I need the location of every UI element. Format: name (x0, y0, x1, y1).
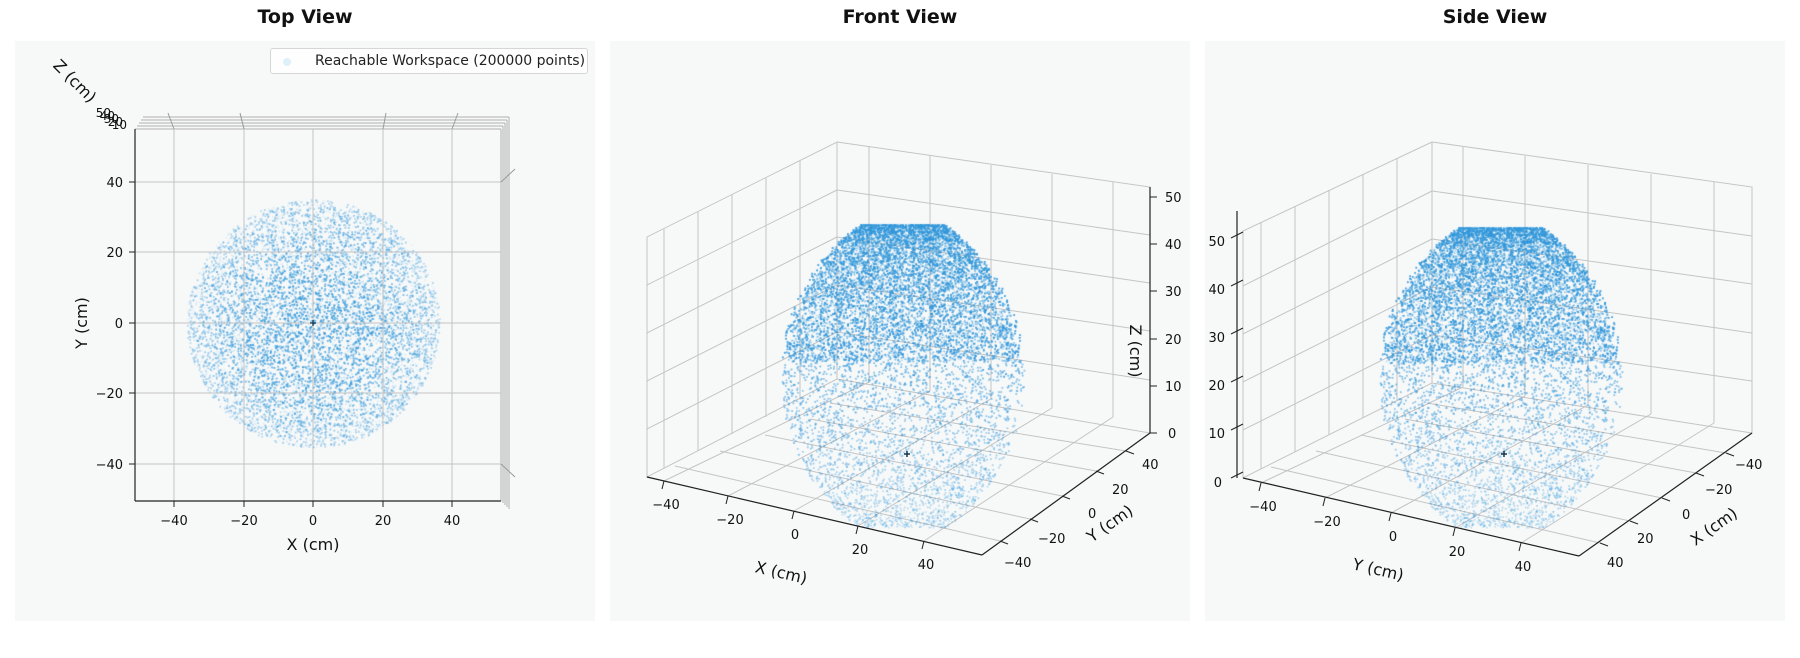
legend-swatch-icon (283, 58, 291, 66)
side-xlabel: X (cm) (1687, 504, 1741, 550)
front-xtick: −40 (652, 498, 679, 513)
front-view-panel[interactable]: −40 −20 0 20 40 −40 −20 0 20 40 0 10 20 … (610, 41, 1190, 621)
side-xtick: 20 (1637, 532, 1654, 547)
side-ytick: 20 (1449, 545, 1466, 560)
top-xtick: −40 (160, 514, 187, 529)
top-xtick: 20 (375, 514, 392, 529)
side-ztick: 50 (1208, 235, 1225, 250)
top-xtick: 40 (444, 514, 461, 529)
legend-label: Reachable Workspace (200000 points) (315, 53, 586, 69)
top-xtick: 0 (309, 514, 317, 529)
side-ztick: 20 (1208, 379, 1225, 394)
top-ztick: 20 (108, 115, 123, 129)
top-xlabel: X (cm) (287, 535, 340, 554)
legend: Reachable Workspace (200000 points) (270, 48, 588, 74)
side-xtick: −40 (1735, 458, 1762, 473)
front-ztick: 20 (1165, 333, 1182, 348)
top-view-point-cloud (15, 41, 595, 621)
top-ytick: −40 (96, 458, 123, 473)
front-ztick: 50 (1165, 191, 1182, 206)
side-ztick: 30 (1208, 331, 1225, 346)
front-xtick: 20 (852, 543, 869, 558)
front-view-point-cloud (610, 41, 1190, 621)
side-ztick: 0 (1214, 476, 1222, 491)
front-ytick: −20 (1038, 532, 1065, 547)
side-ytick: −40 (1249, 500, 1276, 515)
top-ytick: −20 (96, 387, 123, 402)
front-ytick: 20 (1112, 483, 1129, 498)
side-ztick: 40 (1208, 283, 1225, 298)
front-view-axes: −40 −20 0 20 40 −40 −20 0 20 40 0 10 20 … (646, 187, 1182, 588)
front-ztick: 0 (1168, 427, 1176, 442)
front-ztick: 40 (1165, 238, 1182, 253)
front-xtick: −20 (716, 513, 743, 528)
front-ytick: 0 (1088, 507, 1096, 522)
side-view-axes: −40 −20 0 20 40 40 20 0 −20 −40 0 10 20 … (1208, 211, 1762, 585)
side-ytick: −20 (1313, 515, 1340, 530)
side-ylabel: Y (cm) (1350, 554, 1406, 584)
front-ytick: −40 (1004, 556, 1031, 571)
top-view-title: Top View (257, 6, 353, 28)
top-view-panel[interactable]: −40 −20 0 20 40 40 20 0 −20 −40 50 40 30… (15, 41, 595, 621)
top-ytick: 0 (115, 317, 123, 332)
front-xtick: 40 (918, 558, 935, 573)
front-xlabel: X (cm) (753, 557, 809, 587)
top-ztick: 40 (100, 109, 115, 123)
front-zlabel: Z (cm) (1126, 325, 1145, 378)
side-ytick: 40 (1515, 560, 1532, 575)
front-ztick: 10 (1165, 380, 1182, 395)
front-ztick: 30 (1165, 285, 1182, 300)
top-ylabel: Y (cm) (72, 297, 91, 350)
side-xtick: −20 (1705, 483, 1732, 498)
top-ztick: 30 (104, 112, 119, 126)
top-ztick: 10 (112, 118, 127, 132)
front-ytick: 40 (1142, 458, 1159, 473)
side-view-point-cloud (1205, 41, 1785, 621)
top-view-axes: −40 −20 0 20 40 40 20 0 −20 −40 50 40 30… (49, 56, 516, 554)
top-ytick: 20 (106, 246, 123, 261)
front-view-title: Front View (842, 6, 958, 28)
side-view-title: Side View (1442, 6, 1548, 28)
side-xtick: 0 (1682, 508, 1690, 523)
side-view-panel[interactable]: −40 −20 0 20 40 40 20 0 −20 −40 0 10 20 … (1205, 41, 1785, 621)
side-ytick: 0 (1389, 530, 1397, 545)
top-zlabel: Z (cm) (49, 56, 100, 107)
top-ztick: 50 (96, 106, 111, 120)
side-xtick: 40 (1607, 556, 1624, 571)
front-xtick: 0 (791, 528, 799, 543)
top-ytick: 40 (106, 176, 123, 191)
side-ztick: 10 (1208, 427, 1225, 442)
top-xtick: −20 (230, 514, 257, 529)
